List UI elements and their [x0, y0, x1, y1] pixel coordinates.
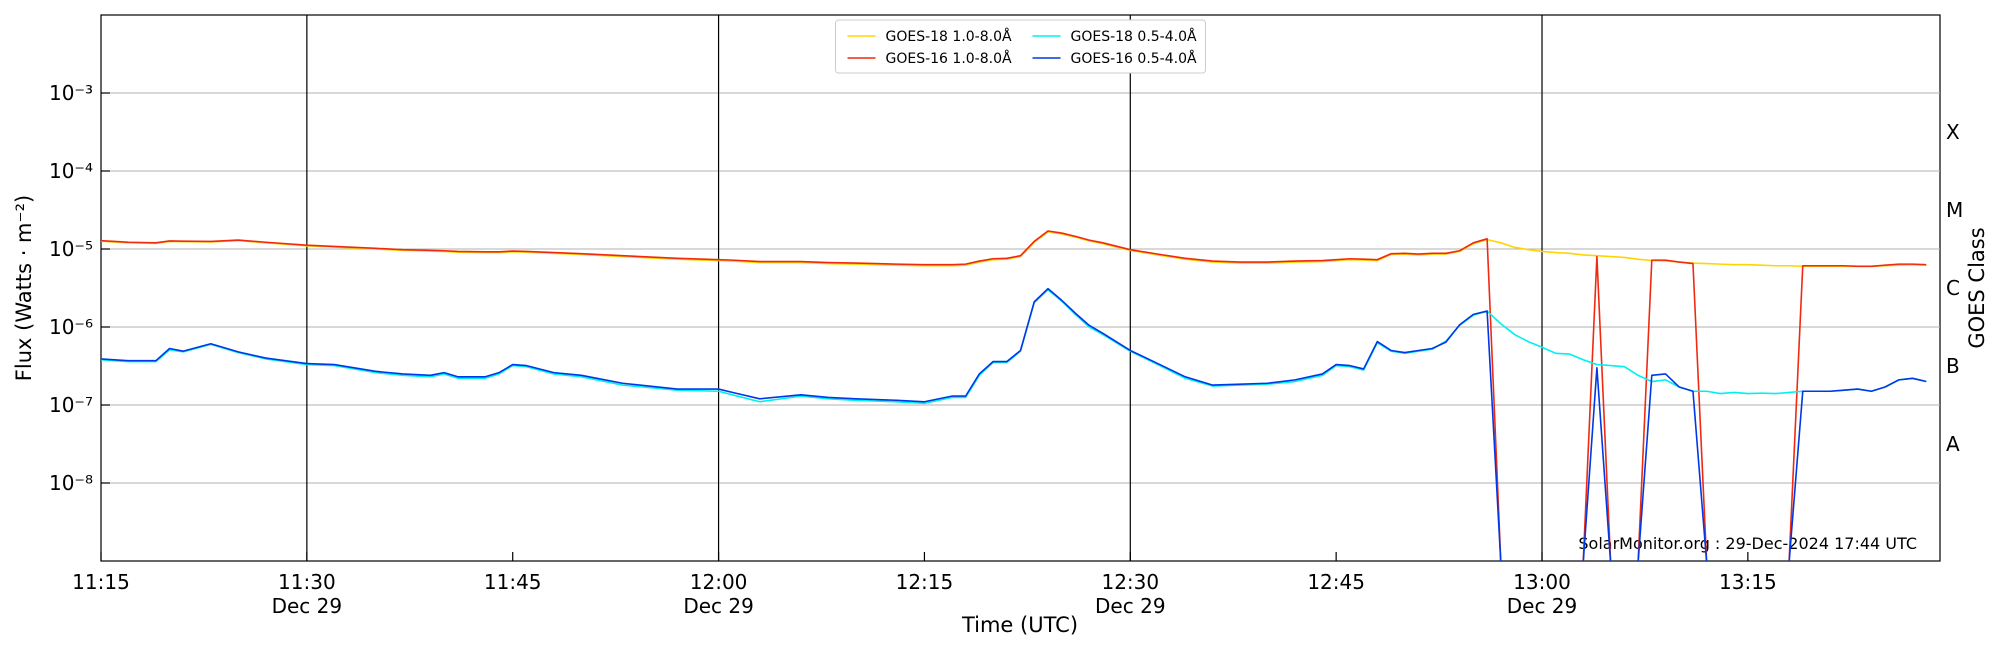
y-tick-label: 10⁻⁴ — [49, 159, 93, 183]
y-tick-label: 10⁻³ — [49, 81, 93, 105]
y2-tick-label: M — [1946, 198, 1963, 222]
y-tick-label: 10⁻⁷ — [49, 393, 93, 417]
x-tick-label: 13:00 Dec 29 — [1507, 570, 1578, 618]
legend-label: GOES-16 0.5-4.0Å — [1071, 50, 1197, 67]
y2-tick-label: X — [1946, 120, 1960, 144]
y2-tick-label: B — [1946, 354, 1960, 378]
y2-axis-label: GOES Class — [1965, 227, 1989, 348]
x-tick-label: 11:45 — [484, 570, 542, 594]
series-line — [101, 230, 1927, 561]
x-tick-label: 12:15 — [896, 570, 954, 594]
y-axis-label: Flux (Watts · m⁻²) — [12, 195, 36, 381]
legend-box — [835, 19, 1206, 74]
y2-tick-label: A — [1946, 432, 1960, 456]
x-tick-label: 13:15 — [1719, 570, 1777, 594]
plot-area — [101, 230, 1927, 561]
legend-label: GOES-18 1.0-8.0Å — [886, 28, 1012, 45]
legend-label: GOES-16 1.0-8.0Å — [886, 50, 1012, 67]
legend-label: GOES-18 0.5-4.0Å — [1071, 28, 1197, 45]
y-tick-label: 10⁻⁶ — [49, 315, 93, 339]
plot-frame — [100, 14, 1941, 562]
x-tick-label: 12:45 — [1307, 570, 1365, 594]
y-tick-label: 10⁻⁸ — [49, 471, 93, 495]
series-line — [101, 287, 1927, 561]
x-tick-label: 12:30 Dec 29 — [1095, 570, 1166, 618]
y-tick-label: 10⁻⁵ — [49, 237, 93, 261]
series-line — [101, 288, 1927, 405]
x-axis-label: Time (UTC) — [961, 613, 1078, 637]
y2-tick-label: C — [1946, 276, 1960, 300]
annotation: SolarMonitor.org : 29-Dec-2024 17:44 UTC — [1578, 534, 1917, 553]
x-tick-label: 11:15 — [72, 570, 130, 594]
x-tick-label: 11:30 Dec 29 — [272, 570, 343, 618]
x-tick-label: 12:00 Dec 29 — [683, 570, 754, 618]
